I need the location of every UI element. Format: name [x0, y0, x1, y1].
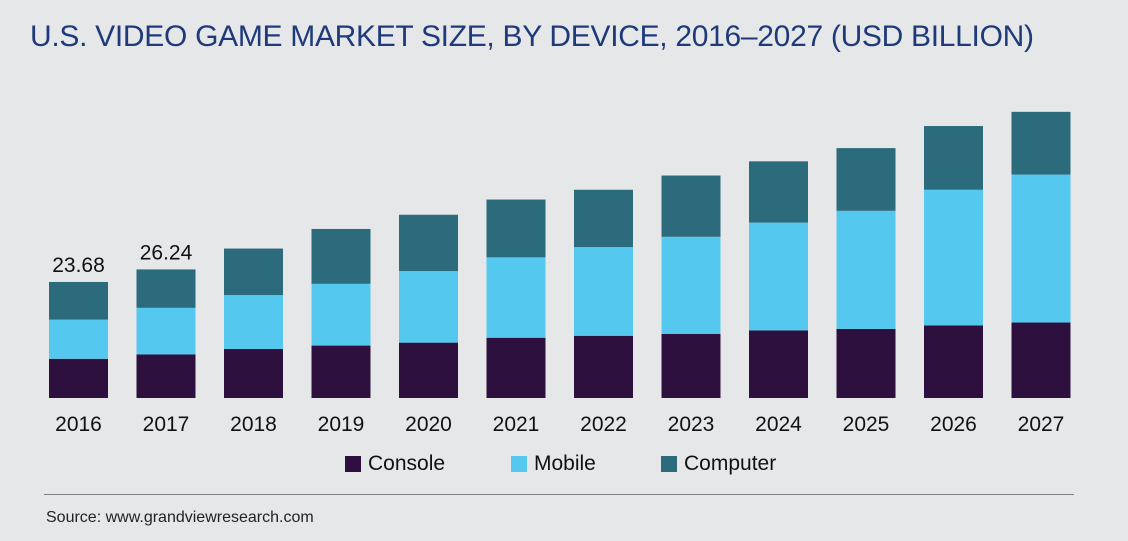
- bar-segment-console-2021: [486, 337, 546, 398]
- bar-segment-computer-2025: [836, 148, 896, 211]
- bar-segment-mobile-2023: [661, 236, 721, 334]
- bar-total-label-2016: 23.68: [52, 254, 105, 277]
- x-tick-label-2027: 2027: [1018, 413, 1065, 436]
- bar-segment-computer-2020: [399, 214, 458, 272]
- bar-segment-mobile-2025: [836, 210, 896, 329]
- legend-label-computer: Computer: [684, 452, 777, 475]
- bar-segment-computer-2016: [49, 281, 108, 320]
- chart-title: U.S. VIDEO GAME MARKET SIZE, BY DEVICE, …: [30, 20, 1034, 53]
- bar-segment-computer-2026: [924, 126, 983, 190]
- bar-segment-console-2019: [311, 345, 371, 398]
- x-tick-label-2020: 2020: [405, 413, 452, 436]
- legend-label-mobile: Mobile: [534, 452, 596, 475]
- bar-segment-computer-2023: [661, 175, 721, 237]
- bar-segment-computer-2027: [1011, 111, 1071, 175]
- legend-swatch-mobile: [511, 456, 527, 472]
- bar-segment-mobile-2020: [399, 271, 458, 343]
- chart-plot: 2016 2017 2018 2019 2020 2021 2022 2023 2024 2025…: [49, 111, 1071, 436]
- bar-segment-console-2023: [661, 333, 721, 398]
- legend-item-mobile: Mobile: [511, 452, 596, 476]
- bar-segment-computer-2018: [224, 248, 283, 296]
- bar-segment-console-2018: [224, 349, 283, 398]
- bar-segment-console-2025: [836, 328, 896, 398]
- bar-segment-computer-2019: [311, 228, 371, 284]
- x-tick-label-2019: 2019: [318, 413, 365, 436]
- x-tick-label-2018: 2018: [230, 413, 277, 436]
- bar-segment-console-2022: [574, 335, 633, 398]
- bar-segment-mobile-2018: [224, 295, 283, 349]
- bar-segment-mobile-2024: [749, 222, 808, 331]
- x-tick-label-2026: 2026: [930, 413, 977, 436]
- bar-segment-computer-2017: [136, 269, 196, 308]
- bar-segment-console-2016: [49, 358, 108, 398]
- bar-segment-console-2026: [924, 325, 983, 398]
- x-tick-label-2023: 2023: [668, 413, 715, 436]
- x-tick-label-2025: 2025: [843, 413, 890, 436]
- bar-segment-mobile-2019: [311, 283, 371, 346]
- footer-divider: [44, 494, 1074, 495]
- bar-segment-mobile-2026: [924, 189, 983, 326]
- bar-segment-mobile-2017: [136, 307, 196, 355]
- bar-segment-console-2017: [136, 354, 196, 398]
- bar-segment-mobile-2027: [1011, 174, 1071, 323]
- x-tick-label-2024: 2024: [755, 413, 802, 436]
- legend-label-console: Console: [368, 452, 446, 475]
- bar-segment-computer-2024: [749, 161, 808, 223]
- bar-segment-console-2020: [399, 342, 458, 398]
- bar-total-label-2017: 26.24: [140, 241, 193, 264]
- legend-swatch-computer: [661, 456, 677, 472]
- x-tick-label-2016: 2016: [55, 413, 102, 436]
- legend-swatch-console: [345, 456, 361, 472]
- x-tick-label-2017: 2017: [143, 413, 190, 436]
- legend-item-console: Console: [345, 452, 445, 476]
- x-tick-label-2021: 2021: [493, 413, 540, 436]
- bar-segment-computer-2021: [486, 199, 546, 258]
- bar-segment-mobile-2016: [49, 319, 108, 359]
- source-note: Source: www.grandviewresearch.com: [46, 509, 314, 526]
- bar-segment-computer-2022: [574, 189, 633, 248]
- bar-segment-console-2027: [1011, 322, 1071, 398]
- bar-segment-mobile-2021: [486, 257, 546, 338]
- bar-segment-mobile-2022: [574, 247, 633, 336]
- x-tick-label-2022: 2022: [580, 413, 627, 436]
- bar-segment-console-2024: [749, 330, 808, 398]
- legend-item-computer: Computer: [661, 452, 776, 476]
